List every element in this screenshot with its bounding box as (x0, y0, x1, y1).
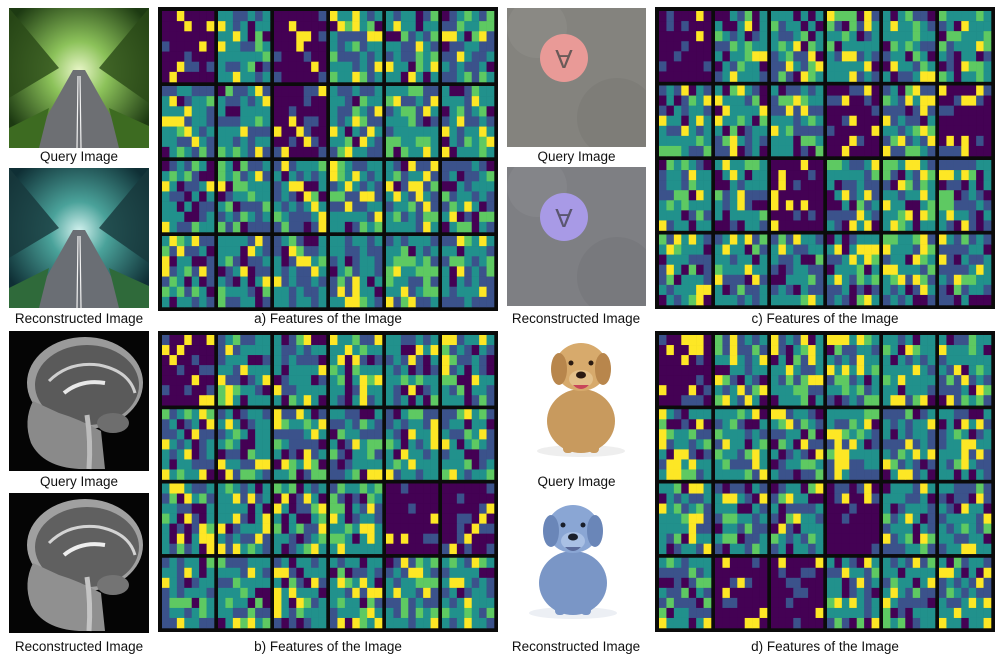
reconstructed-caption-b: Reconstructed Image (14, 639, 144, 654)
reconstructed-image-a (9, 168, 149, 308)
feature-grid-a (158, 7, 498, 311)
reconstructed-image-d (507, 493, 646, 632)
query-caption-a: Query Image (39, 149, 119, 164)
reconstructed-caption-a: Reconstructed Image (14, 311, 144, 326)
features-caption-a: a) Features of the Image (254, 311, 402, 326)
query-image-a (9, 8, 149, 148)
svg-text:A: A (555, 44, 573, 74)
query-image-b (9, 331, 149, 471)
query-caption-d: Query Image (537, 474, 616, 489)
reconstructed-image-b (9, 493, 149, 633)
query-image-d (507, 331, 646, 470)
features-caption-c: c) Features of the Image (751, 311, 899, 326)
query-caption-b: Query Image (39, 474, 119, 489)
reconstructed-caption-d: Reconstructed Image (511, 639, 641, 654)
feature-grid-c (655, 7, 995, 309)
features-caption-d: d) Features of the Image (751, 639, 899, 654)
feature-grid-b (158, 331, 498, 632)
query-image-c: A (507, 8, 646, 147)
feature-grid-d (655, 331, 995, 632)
query-caption-c: Query Image (537, 149, 616, 164)
features-caption-b: b) Features of the Image (254, 639, 402, 654)
svg-text:A: A (555, 203, 573, 233)
reconstructed-caption-c: Reconstructed Image (511, 311, 641, 326)
reconstructed-image-c: A (507, 167, 646, 306)
